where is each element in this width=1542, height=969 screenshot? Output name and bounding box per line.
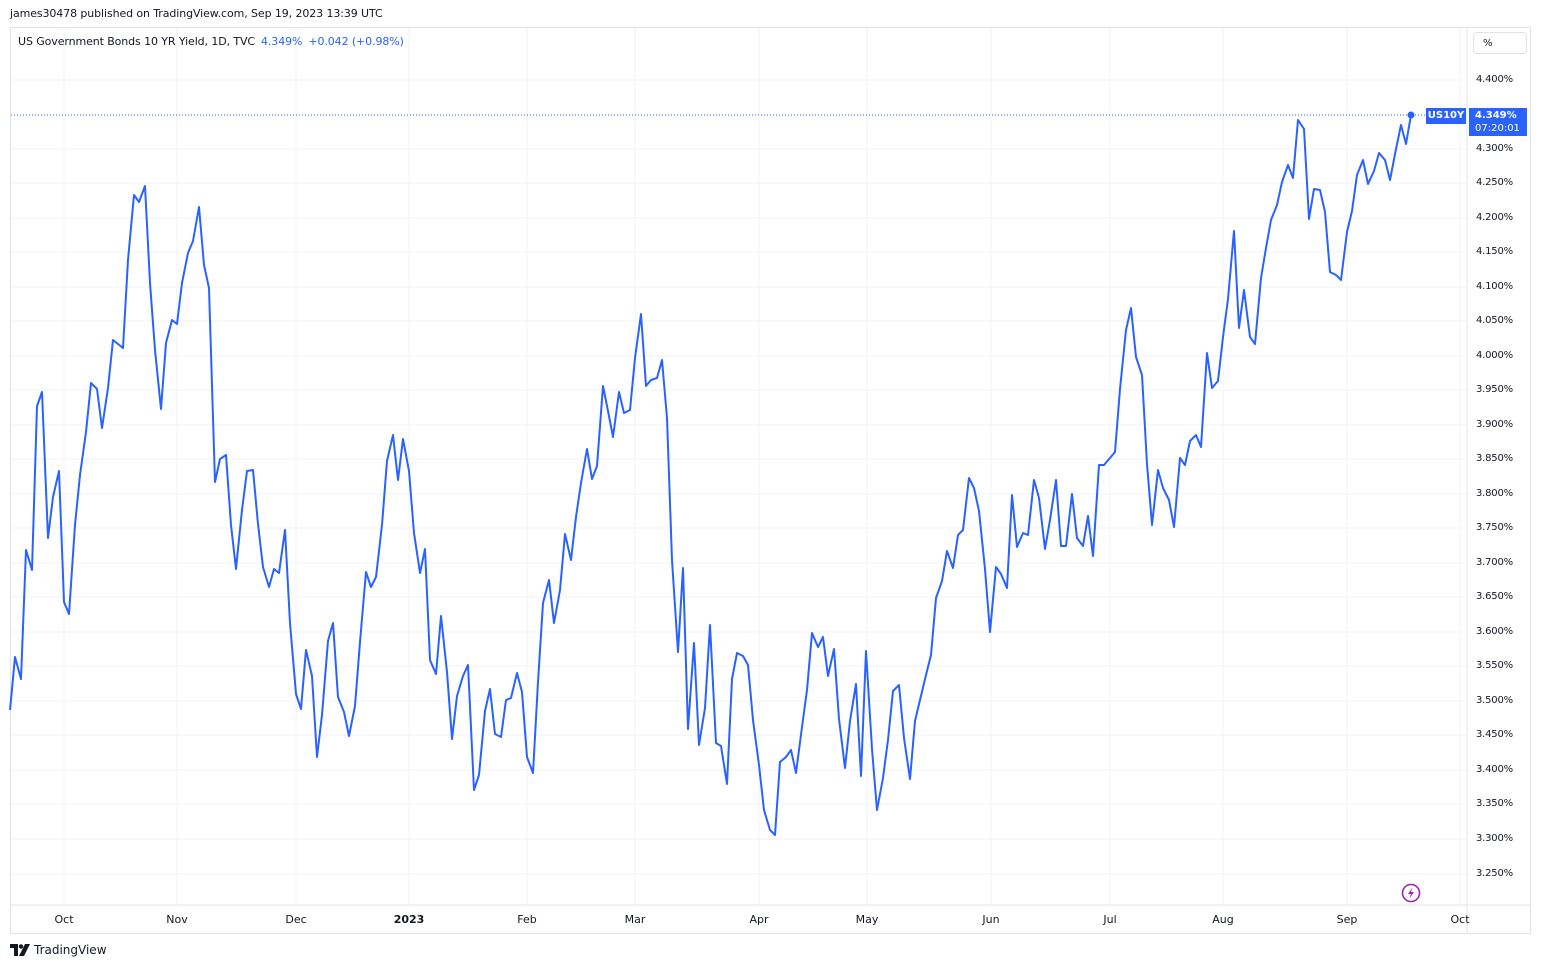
last-price: 4.349%	[1475, 110, 1517, 121]
y-tick: 4.050%	[1476, 315, 1513, 326]
chart-frame	[10, 27, 1531, 934]
y-tick: 4.200%	[1476, 212, 1513, 223]
y-tick: 3.300%	[1476, 833, 1513, 844]
y-tick: 4.250%	[1476, 177, 1513, 188]
y-tick: 3.250%	[1476, 868, 1513, 879]
x-tick: Nov	[166, 913, 188, 926]
y-tick: 3.400%	[1476, 764, 1513, 775]
x-tick: Aug	[1212, 913, 1234, 926]
tradingview-brand: TradingView	[34, 943, 107, 957]
y-tick: 4.400%	[1476, 74, 1513, 85]
price-scale-unit-button[interactable]: %	[1473, 32, 1527, 54]
y-tick: 4.300%	[1476, 143, 1513, 154]
x-tick: Mar	[624, 913, 646, 926]
x-tick: Sep	[1336, 913, 1358, 926]
x-tick: Oct	[1450, 913, 1470, 926]
last-price-tag: 4.349% 07:20:01	[1469, 108, 1527, 136]
x-tick: Jun	[982, 913, 1000, 926]
legend-symbol: US Government Bonds 10 YR Yield, 1D, TVC	[18, 35, 256, 48]
tradingview-logo-icon	[10, 944, 30, 956]
x-tick-year: 2023	[393, 913, 425, 926]
y-tick: 3.500%	[1476, 695, 1513, 706]
y-tick: 3.650%	[1476, 591, 1513, 602]
lightning-bolt-icon[interactable]	[1401, 883, 1421, 903]
y-tick: 3.550%	[1476, 660, 1513, 671]
chart-legend: US Government Bonds 10 YR Yield, 1D, TVC…	[18, 35, 404, 48]
grid	[11, 28, 1467, 905]
y-tick: 3.800%	[1476, 488, 1513, 499]
y-tick: 3.700%	[1476, 557, 1513, 568]
bar-countdown: 07:20:01	[1475, 123, 1520, 134]
y-tick: 3.900%	[1476, 419, 1513, 430]
y-tick: 4.150%	[1476, 246, 1513, 257]
y-tick: 3.950%	[1476, 384, 1513, 395]
x-tick: Feb	[517, 913, 537, 926]
x-tick: Dec	[285, 913, 307, 926]
x-tick: Oct	[54, 913, 74, 926]
yield-line	[9, 114, 1412, 836]
y-tick: 3.350%	[1476, 798, 1513, 809]
x-tick: Apr	[749, 913, 769, 926]
y-tick: 3.850%	[1476, 453, 1513, 464]
y-tick: 3.750%	[1476, 522, 1513, 533]
x-tick: May	[855, 913, 879, 926]
y-tick: 4.000%	[1476, 350, 1513, 361]
last-point-marker	[1407, 111, 1415, 119]
y-tick: 3.600%	[1476, 626, 1513, 637]
legend-last-value: 4.349%	[261, 35, 303, 48]
tradingview-logo[interactable]: TradingView	[10, 943, 107, 957]
y-tick: 3.450%	[1476, 729, 1513, 740]
symbol-tag: US10Y	[1426, 108, 1466, 124]
y-tick: 4.100%	[1476, 281, 1513, 292]
x-tick: Jul	[1103, 913, 1117, 926]
publisher-line: james30478 published on TradingView.com,…	[10, 7, 383, 20]
legend-change: +0.042 (+0.98%)	[308, 35, 404, 48]
